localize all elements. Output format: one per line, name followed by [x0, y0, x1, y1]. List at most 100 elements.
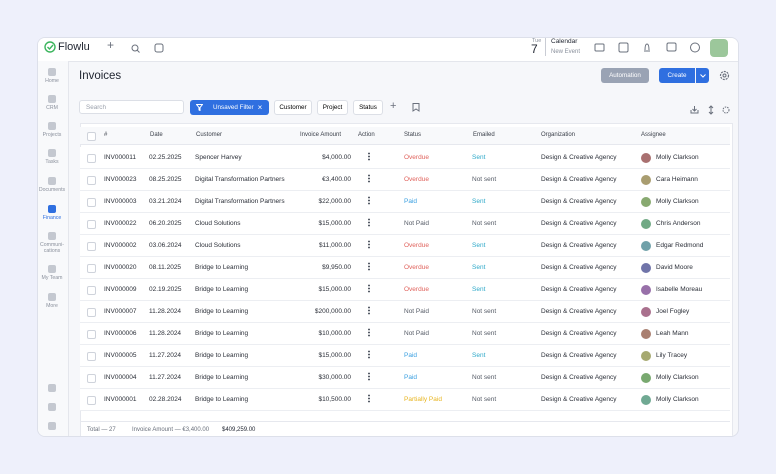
customer[interactable]: Spencer Harvey: [195, 154, 242, 161]
create-dropdown[interactable]: [696, 68, 709, 83]
action-menu[interactable]: [368, 372, 370, 381]
customer[interactable]: Digital Transformation Partners: [195, 198, 285, 205]
add-filter[interactable]: +: [390, 100, 397, 112]
checkbox[interactable]: [87, 352, 96, 361]
table-row[interactable]: [80, 235, 730, 257]
checkbox[interactable]: [87, 374, 96, 383]
action-menu[interactable]: [368, 262, 370, 271]
checkbox[interactable]: [87, 220, 96, 229]
action-menu[interactable]: [368, 284, 370, 293]
automation-button[interactable]: Automation: [601, 68, 649, 83]
column-header[interactable]: Customer: [196, 132, 223, 138]
checkbox[interactable]: [87, 330, 96, 339]
invoice-number[interactable]: INV000023: [104, 176, 137, 183]
table-row[interactable]: [80, 191, 730, 213]
checkbox[interactable]: [87, 396, 96, 405]
checkbox[interactable]: [87, 176, 96, 185]
customer[interactable]: Bridge to Learning: [195, 352, 249, 359]
column-header[interactable]: #: [104, 132, 108, 138]
column-header[interactable]: Emailed: [473, 132, 495, 138]
column-header[interactable]: Assignee: [641, 132, 666, 138]
sidebar-label[interactable]: My Team: [41, 275, 63, 281]
sidebar-icon[interactable]: [48, 293, 56, 301]
column-header[interactable]: Date: [150, 132, 163, 138]
sidebar-label[interactable]: CRM: [46, 105, 58, 111]
assignee[interactable]: Molly Clarkson: [656, 396, 699, 403]
calendar-title[interactable]: Calendar: [551, 38, 578, 45]
action-menu[interactable]: [368, 152, 370, 161]
invoice-number[interactable]: INV000009: [104, 286, 137, 293]
column-header[interactable]: Status: [404, 132, 422, 138]
invoice-number[interactable]: INV000003: [104, 198, 137, 205]
checkbox[interactable]: [87, 154, 96, 163]
table-row[interactable]: [80, 213, 730, 235]
table-row[interactable]: [80, 323, 730, 345]
action-menu[interactable]: [368, 240, 370, 249]
action-menu[interactable]: [368, 306, 370, 315]
filter-button[interactable]: Customer: [274, 100, 312, 115]
customer[interactable]: Bridge to Learning: [195, 264, 249, 271]
invoice-number[interactable]: INV000007: [104, 308, 137, 315]
checkbox[interactable]: [87, 308, 96, 317]
assignee[interactable]: Molly Clarkson: [656, 374, 699, 381]
sidebar-label[interactable]: Projects: [42, 132, 62, 138]
assignee[interactable]: Leah Mann: [656, 330, 689, 337]
sidebar-label[interactable]: Finance: [42, 215, 62, 221]
table-tools[interactable]: [690, 105, 732, 115]
invoice-number[interactable]: INV000005: [104, 352, 137, 359]
sidebar-icon[interactable]: [48, 205, 56, 213]
action-menu[interactable]: [368, 218, 370, 227]
customer[interactable]: Bridge to Learning: [195, 308, 249, 315]
sidebar-icon[interactable]: [48, 177, 56, 185]
customer[interactable]: Digital Transformation Partners: [195, 176, 285, 183]
sidebar-icon[interactable]: [48, 122, 56, 130]
sidebar-label[interactable]: Home: [45, 78, 59, 84]
filter-button[interactable]: Project: [317, 100, 348, 115]
invoice-number[interactable]: INV000004: [104, 374, 137, 381]
assignee[interactable]: Chris Anderson: [656, 220, 701, 227]
customer[interactable]: Bridge to Learning: [195, 330, 249, 337]
sidebar-label[interactable]: More: [46, 303, 58, 309]
filter-chip[interactable]: Unsaved Filter ×: [190, 100, 269, 115]
sidebar-label[interactable]: Communi-cations: [40, 242, 64, 254]
user-avatar[interactable]: [710, 39, 728, 57]
table-row[interactable]: [80, 301, 730, 323]
customer[interactable]: Bridge to Learning: [195, 374, 249, 381]
action-menu[interactable]: [368, 328, 370, 337]
settings-icon[interactable]: [719, 70, 730, 81]
sidebar-bottom-icons[interactable]: [46, 383, 58, 433]
assignee[interactable]: Joel Fogley: [656, 308, 690, 315]
invoice-number[interactable]: INV000006: [104, 330, 137, 337]
sidebar-icon[interactable]: [48, 232, 56, 240]
sidebar-icon[interactable]: [48, 149, 56, 157]
customer[interactable]: Cloud Solutions: [195, 242, 241, 249]
sidebar-icon[interactable]: [48, 95, 56, 103]
invoice-number[interactable]: INV000002: [104, 242, 137, 249]
checkbox[interactable]: [87, 264, 96, 273]
column-header[interactable]: Organization: [541, 132, 576, 138]
action-menu[interactable]: [368, 394, 370, 403]
action-menu[interactable]: [368, 196, 370, 205]
invoice-number[interactable]: INV000011: [104, 154, 137, 161]
table-row[interactable]: [80, 257, 730, 279]
column-header[interactable]: Invoice Amount: [300, 132, 342, 138]
search-icon[interactable]: [131, 44, 140, 53]
filter-button[interactable]: Status: [353, 100, 383, 115]
assignee[interactable]: David Moore: [656, 264, 693, 271]
table-row[interactable]: [80, 367, 730, 389]
checkbox[interactable]: [87, 286, 96, 295]
customer[interactable]: Bridge to Learning: [195, 286, 249, 293]
sidebar-label[interactable]: Documents: [38, 187, 66, 193]
bookmark-icon[interactable]: [412, 103, 420, 112]
checkbox[interactable]: [87, 198, 96, 207]
sidebar-label[interactable]: Tasks: [45, 159, 59, 165]
checkbox[interactable]: [87, 242, 96, 251]
table-row[interactable]: [80, 389, 730, 411]
assignee[interactable]: Cara Heimann: [656, 176, 698, 183]
table-row[interactable]: [80, 345, 730, 367]
customer[interactable]: Bridge to Learning: [195, 396, 249, 403]
search-input[interactable]: Search: [79, 100, 184, 114]
extension-icon[interactable]: [154, 43, 164, 53]
assignee[interactable]: Isabelle Moreau: [656, 286, 703, 293]
sidebar-icon[interactable]: [48, 265, 56, 273]
